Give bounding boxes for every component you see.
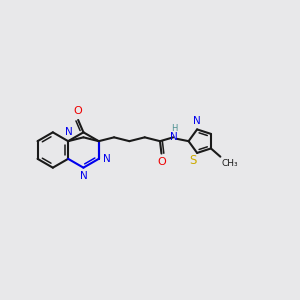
Text: N: N [103,154,110,164]
Text: O: O [73,106,82,116]
Text: O: O [157,158,166,167]
Text: H: H [171,124,177,133]
Text: CH₃: CH₃ [221,159,238,168]
Text: S: S [189,154,197,167]
Text: N: N [170,132,178,142]
Text: N: N [65,127,73,137]
Text: N: N [80,172,87,182]
Text: N: N [193,116,201,126]
